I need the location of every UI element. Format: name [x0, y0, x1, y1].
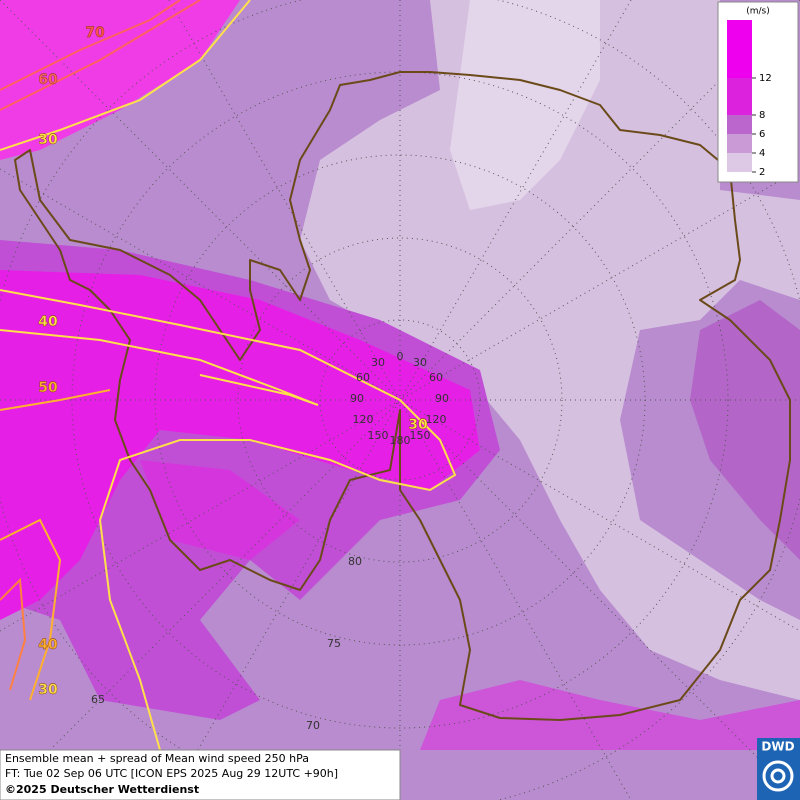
- legend-level: 8: [759, 110, 765, 121]
- legend-swatch: [727, 153, 752, 172]
- contour-label: 60: [38, 72, 58, 88]
- legend-swatch: [727, 78, 752, 115]
- legend-swatch: [727, 115, 752, 134]
- contour-label: 70: [85, 25, 105, 41]
- legend-swatch: [727, 134, 752, 153]
- legend-level: 4: [759, 148, 765, 159]
- spread-fields: [0, 0, 800, 750]
- latitude-circle: [237, 237, 563, 563]
- legend-unit: (m/s): [746, 7, 770, 17]
- grid-label: 30: [413, 356, 427, 369]
- low-spread: [450, 0, 600, 210]
- isotach: [0, 389, 111, 411]
- isotach: [0, 577, 27, 691]
- caption-line: FT: Tue 02 Sep 06 UTC [ICON EPS 2025 Aug…: [5, 767, 338, 780]
- contour-label: 30: [38, 682, 58, 698]
- isotach: [0, 518, 62, 701]
- caption-line: Ensemble mean + spread of Mean wind spee…: [5, 752, 309, 765]
- grid-label: 60: [356, 371, 370, 384]
- grid-label: 150: [368, 429, 389, 442]
- grid-label: 70: [306, 719, 320, 732]
- grid-label: 65: [91, 693, 105, 706]
- contour-label: 30: [408, 417, 428, 433]
- grid-label: 60: [429, 371, 443, 384]
- isotach: [0, 0, 251, 151]
- high-spread: [140, 460, 300, 560]
- logo-swirl: [770, 768, 786, 784]
- contour-label: 40: [38, 314, 58, 330]
- legend-swatch: [727, 20, 752, 78]
- dwd-logo: DWD: [757, 738, 800, 800]
- grid-label: 90: [435, 392, 449, 405]
- contour-label: 40: [38, 637, 58, 653]
- grid-label: 80: [348, 555, 362, 568]
- legend-level: 12: [759, 73, 772, 84]
- grid-label: 150: [410, 429, 431, 442]
- logo-swirl: [762, 760, 794, 792]
- logo-text: DWD: [761, 740, 794, 754]
- legend-levels: 12 8 6 4 2: [752, 73, 772, 178]
- very-high-spread: [0, 270, 480, 620]
- grid-label: 180: [390, 434, 411, 447]
- coastline: [14, 71, 791, 721]
- grid-label: 120: [353, 413, 374, 426]
- contour-label: 30: [38, 132, 58, 148]
- contour-label: 50: [38, 380, 58, 396]
- grid-label: 90: [350, 392, 364, 405]
- isotachs: [0, 0, 457, 751]
- isotach: [0, 0, 201, 111]
- legend-level: 6: [759, 129, 765, 140]
- grid-label: 75: [327, 637, 341, 650]
- legend-level: 2: [759, 167, 765, 178]
- grid-label: 120: [426, 413, 447, 426]
- jet-core: [0, 0, 240, 160]
- caption-line: ©2025 Deutscher Wetterdienst: [5, 783, 199, 796]
- low-spread: [300, 0, 800, 700]
- isotach: [0, 329, 319, 406]
- grid-label: 30: [371, 356, 385, 369]
- caption-box: [0, 749, 401, 800]
- isotach: [0, 289, 457, 751]
- legend: (m/s) 12 8 6 4 2: [717, 1, 799, 183]
- grid-label: 0: [397, 350, 404, 363]
